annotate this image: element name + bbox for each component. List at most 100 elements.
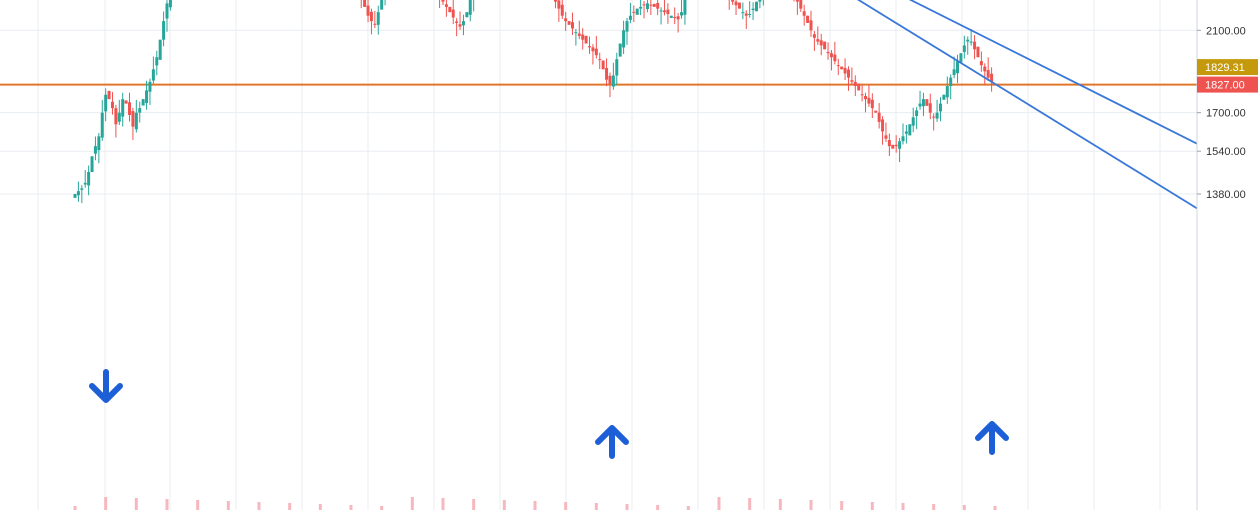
candle bbox=[591, 44, 595, 65]
candle bbox=[148, 78, 152, 105]
candle bbox=[110, 92, 114, 115]
annotation-arrows[interactable] bbox=[89, 369, 1009, 459]
candle-body bbox=[976, 46, 980, 58]
candle bbox=[90, 156, 94, 172]
candle bbox=[962, 35, 966, 59]
candle bbox=[155, 50, 159, 76]
volume-bars bbox=[73, 497, 997, 510]
candle-body bbox=[809, 20, 813, 31]
candle-body bbox=[145, 90, 149, 104]
arrow-up-icon[interactable] bbox=[595, 425, 629, 459]
horizontal-levels[interactable] bbox=[0, 0, 1197, 86]
candle-body bbox=[76, 191, 80, 196]
candle-body bbox=[935, 112, 939, 119]
volume-bar bbox=[196, 500, 200, 510]
candle bbox=[588, 36, 592, 54]
candle bbox=[577, 20, 581, 40]
candle bbox=[451, 0, 455, 25]
candle bbox=[76, 181, 80, 202]
candle-body bbox=[969, 41, 973, 43]
candle bbox=[618, 43, 622, 57]
candle bbox=[754, 1, 758, 12]
candle-body bbox=[979, 61, 983, 66]
candle-body bbox=[465, 12, 469, 18]
candle bbox=[567, 21, 571, 25]
candle bbox=[826, 42, 830, 60]
candle bbox=[141, 99, 145, 106]
arrow-down-icon[interactable] bbox=[89, 369, 123, 403]
price-tag: 1827.00 bbox=[1197, 76, 1258, 93]
y-tick-label: 2100.00 bbox=[1206, 25, 1246, 37]
volume-bar bbox=[656, 505, 660, 510]
candle bbox=[836, 58, 840, 76]
candle-body bbox=[553, 0, 557, 2]
candle-body bbox=[608, 75, 612, 84]
candle-body bbox=[601, 60, 605, 70]
candle-body bbox=[795, 0, 799, 2]
candle-body bbox=[874, 110, 878, 113]
candle bbox=[360, 0, 362, 9]
trend-lines[interactable] bbox=[188, 0, 1198, 210]
candle bbox=[795, 0, 799, 15]
candle bbox=[870, 93, 874, 118]
candle bbox=[891, 144, 895, 149]
candle-body bbox=[121, 99, 125, 117]
candle bbox=[956, 54, 960, 84]
candle-body bbox=[577, 33, 581, 36]
candle bbox=[560, 0, 564, 19]
volume-bar bbox=[686, 506, 690, 510]
candle bbox=[976, 46, 980, 58]
candle bbox=[945, 76, 949, 104]
candle-body bbox=[983, 66, 987, 72]
volume-bar bbox=[594, 503, 598, 510]
candle bbox=[124, 100, 128, 104]
candle-body bbox=[908, 124, 912, 136]
trend-line[interactable] bbox=[188, 0, 1198, 210]
candle-body bbox=[141, 99, 145, 106]
trend-line[interactable] bbox=[511, 0, 1198, 145]
price-tag-label: 1827.00 bbox=[1205, 80, 1245, 92]
candle-body bbox=[942, 94, 946, 100]
price-tag: 1829.31 bbox=[1197, 59, 1258, 76]
volume-bar bbox=[932, 504, 936, 510]
candle bbox=[731, 0, 735, 5]
candle-body bbox=[656, 3, 660, 9]
candle-body bbox=[461, 21, 465, 26]
candle bbox=[887, 133, 891, 157]
price-axis[interactable]: 6450.005700.005100.004500.004100.003700.… bbox=[1197, 0, 1246, 201]
candle-body bbox=[73, 193, 77, 198]
candle-body bbox=[90, 156, 94, 172]
volume-bar bbox=[809, 500, 813, 510]
candle-body bbox=[956, 61, 960, 74]
candle bbox=[128, 92, 132, 122]
candle-body bbox=[898, 141, 902, 149]
candle bbox=[380, 0, 384, 10]
volume-bar bbox=[564, 502, 568, 510]
candle-body bbox=[83, 182, 87, 185]
volume-bar bbox=[318, 504, 322, 510]
candle-body bbox=[826, 51, 830, 54]
candle-body bbox=[131, 111, 135, 127]
candle bbox=[806, 15, 810, 23]
candle bbox=[87, 165, 91, 196]
candle bbox=[762, 0, 764, 6]
candle-body bbox=[151, 69, 155, 81]
arrow-up-icon[interactable] bbox=[975, 421, 1009, 455]
candle-body bbox=[441, 0, 445, 2]
candle-body bbox=[97, 136, 101, 151]
volume-bar bbox=[165, 499, 169, 510]
candle bbox=[816, 26, 820, 45]
candle bbox=[117, 99, 121, 125]
candle bbox=[802, 4, 806, 26]
candle-body bbox=[925, 99, 929, 106]
candle-body bbox=[611, 75, 615, 87]
candle-body bbox=[932, 116, 936, 118]
candle-body bbox=[799, 0, 803, 9]
candle bbox=[649, 0, 653, 16]
candle bbox=[823, 41, 827, 50]
candle-body bbox=[373, 23, 377, 25]
candle bbox=[741, 2, 745, 20]
candle-body bbox=[625, 21, 629, 32]
candle-body bbox=[891, 144, 895, 149]
